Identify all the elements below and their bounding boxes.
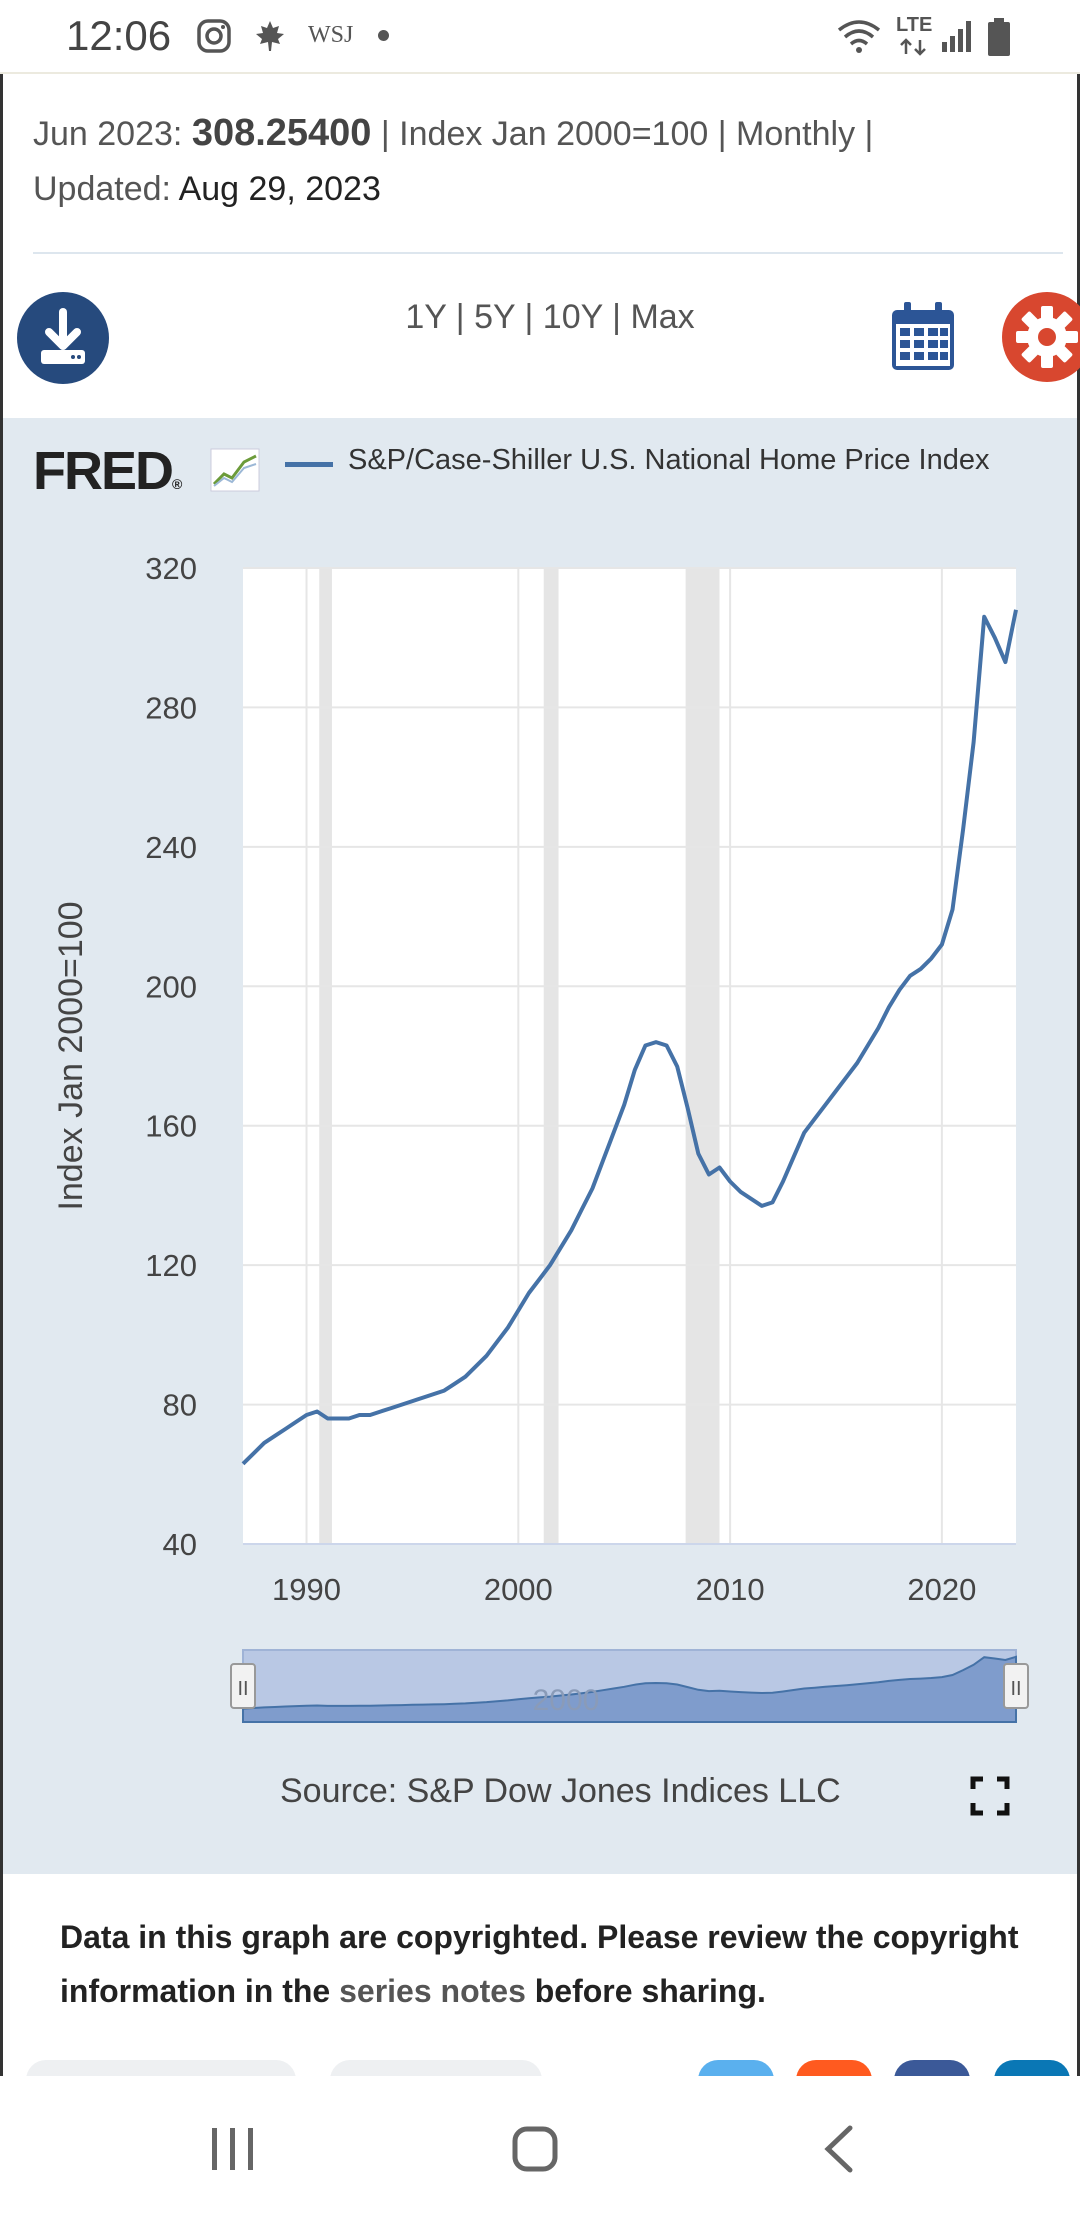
battery-icon	[988, 18, 1010, 56]
y-tick-label: 160	[145, 1109, 197, 1144]
copyright-text: Data in this graph are copyrighted. Plea…	[60, 1919, 1019, 2009]
range-separator: |	[455, 298, 465, 336]
range-10y-link[interactable]: 10Y	[542, 298, 603, 336]
x-tick-label: 2000	[484, 1572, 553, 1607]
recession-band	[543, 568, 559, 1544]
navigator-series	[242, 1655, 1017, 1723]
fred-logo: FRED®	[33, 440, 182, 502]
network-type-label: LTE	[896, 14, 933, 36]
wifi-icon	[837, 20, 881, 53]
y-tick-label: 80	[163, 1388, 197, 1423]
updated-line: Updated: Aug 29, 2023	[33, 170, 381, 209]
navigator-label: 2000	[533, 1684, 600, 1717]
y-tick-label: 40	[163, 1527, 197, 1562]
gear-icon	[1002, 292, 1080, 382]
maple-leaf-icon	[256, 21, 284, 51]
status-bar: 12:06 WSJ LTE	[0, 0, 1080, 72]
divider	[33, 252, 1063, 254]
y-tick-label: 280	[145, 690, 197, 725]
twitter-share-icon[interactable]	[698, 2060, 774, 2080]
y-tick-label: 120	[145, 1248, 197, 1283]
updated-label: Updated:	[33, 170, 171, 208]
fullscreen-icon[interactable]	[970, 1776, 1010, 1816]
copyright-notice: Data in this graph are copyrighted. Plea…	[60, 1910, 1040, 2018]
navigator-handle-left-glyph: II	[237, 1678, 248, 1700]
calendar-button[interactable]	[890, 300, 956, 372]
download-button[interactable]	[17, 292, 109, 384]
range-max-link[interactable]: Max	[630, 298, 695, 336]
source-label: Source: S&P Dow Jones Indices LLC	[280, 1772, 841, 1810]
navigator-handle-right[interactable]	[1003, 1663, 1029, 1709]
observation-date: Jun 2023:	[33, 115, 183, 153]
range-separator: |	[612, 298, 621, 336]
share-option-2[interactable]	[330, 2060, 542, 2080]
line-chart[interactable]: 40 80 120 160 200 240 280 320 1990 2000 2010 2020 In…	[0, 520, 1080, 1760]
navigation-bar	[0, 2076, 1080, 2220]
instagram-icon	[197, 19, 231, 53]
y-tick-label: 240	[145, 830, 197, 865]
series-details: | Index Jan 2000=100 | Monthly |	[380, 115, 874, 153]
range-separator: |	[524, 298, 534, 336]
notification-dot-icon	[378, 30, 389, 41]
navigator-handle-left[interactable]	[230, 1663, 256, 1709]
x-tick-label: 1990	[272, 1572, 341, 1607]
home-icon[interactable]	[512, 2126, 558, 2172]
share-option-1[interactable]	[26, 2060, 296, 2080]
plot-area	[243, 568, 1016, 1544]
lte-arrows-icon	[900, 38, 926, 56]
settings-button[interactable]	[1002, 292, 1080, 382]
date-range-selector: 1Y | 5Y | 10Y | Max	[0, 298, 1080, 337]
y-tick-label: 200	[145, 969, 197, 1004]
legend-label: S&P/Case-Shiller U.S. National Home Pric…	[348, 444, 990, 476]
series-meta-line: Jun 2023: 308.25400 | Index Jan 2000=100…	[33, 112, 873, 155]
download-icon	[41, 308, 85, 364]
copyright-text-end: before sharing.	[534, 1973, 766, 2009]
recession-band	[319, 568, 332, 1544]
range-5y-link[interactable]: 5Y	[474, 298, 516, 336]
back-icon[interactable]	[818, 2124, 858, 2174]
x-tick-label: 2010	[696, 1572, 765, 1607]
recession-band	[685, 568, 720, 1544]
facebook-share-icon[interactable]	[894, 2060, 970, 2080]
observation-value: 308.25400	[191, 112, 372, 154]
linkedin-share-icon[interactable]	[994, 2060, 1070, 2080]
status-time: 12:06	[66, 12, 172, 59]
updated-date: Aug 29, 2023	[178, 170, 381, 208]
legend-swatch	[285, 462, 333, 467]
series-line	[241, 609, 1018, 1466]
signal-icon	[942, 21, 971, 52]
range-1y-link[interactable]: 1Y	[405, 298, 447, 336]
recent-apps-icon[interactable]	[210, 2126, 256, 2172]
calendar-icon	[892, 302, 954, 370]
fred-chart-icon	[210, 448, 260, 492]
navigator-handle-right-glyph: II	[1010, 1678, 1021, 1700]
fred-logo-mark: ®	[172, 476, 183, 492]
reddit-share-icon[interactable]	[796, 2060, 872, 2080]
series-notes-link[interactable]: series notes	[339, 1973, 526, 2009]
wsj-icon: WSJ	[308, 22, 354, 48]
y-axis-label: Index Jan 2000=100	[52, 901, 90, 1210]
fred-logo-text: FRED	[33, 441, 174, 501]
y-tick-label: 320	[145, 551, 197, 586]
x-tick-label: 2020	[907, 1572, 976, 1607]
top-rule	[0, 72, 1080, 74]
